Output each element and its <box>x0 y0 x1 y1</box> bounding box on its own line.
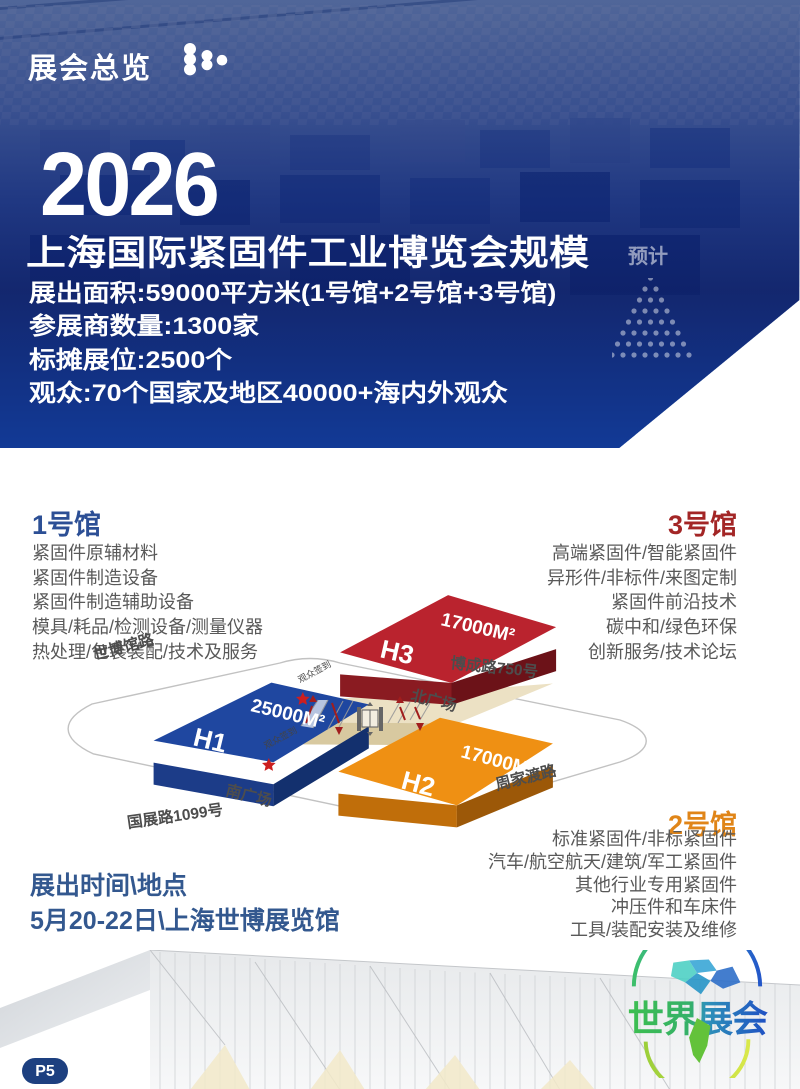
svg-text:观众签到: 观众签到 <box>296 658 333 685</box>
svg-text:国展路1099号: 国展路1099号 <box>126 800 224 832</box>
svg-text:H3: H3 <box>378 634 417 671</box>
svg-text:P5: P5 <box>35 1063 55 1080</box>
svg-text:世博馆路: 世博馆路 <box>91 629 156 664</box>
